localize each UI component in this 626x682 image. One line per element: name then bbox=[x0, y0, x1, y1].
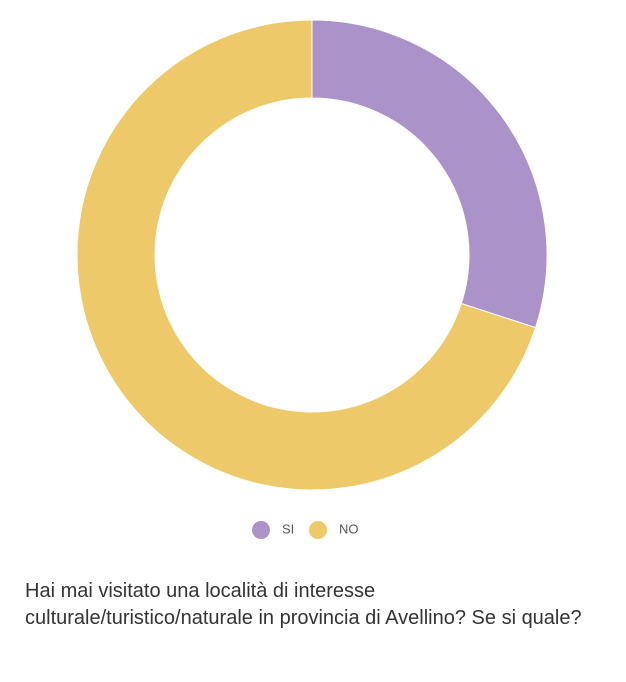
chart-title: Hai mai visitato una località di interes… bbox=[25, 580, 582, 629]
legend-label: NO bbox=[339, 521, 359, 536]
legend-swatch bbox=[309, 521, 327, 539]
legend-label: SI bbox=[282, 521, 294, 536]
legend-swatch bbox=[252, 521, 270, 539]
donut-slice bbox=[311, 19, 548, 329]
chart: SI NO bbox=[76, 19, 548, 539]
donut-slice bbox=[76, 19, 537, 491]
